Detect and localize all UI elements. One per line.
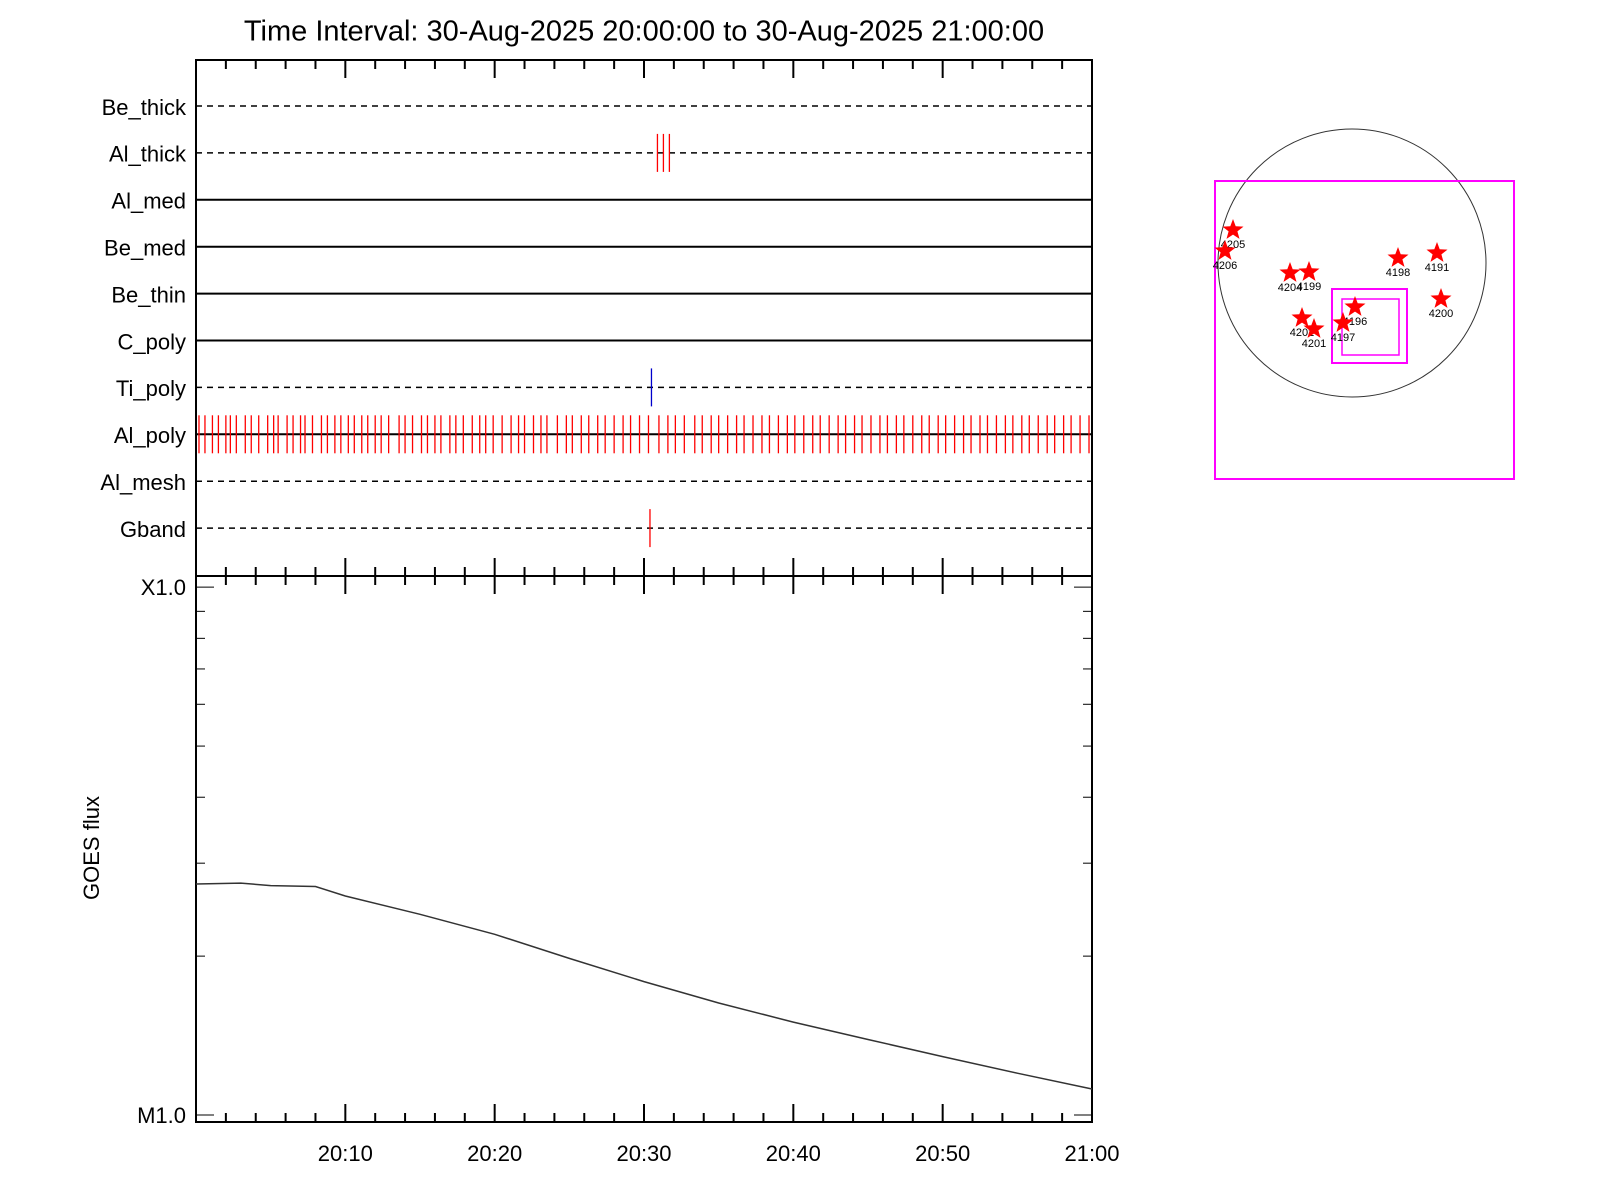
region-label: 4201 xyxy=(1302,338,1326,350)
region-star xyxy=(1303,318,1325,338)
region-star xyxy=(1426,242,1448,262)
region-label: 4204 xyxy=(1278,282,1302,294)
region-label: 4198 xyxy=(1386,267,1410,279)
region-star xyxy=(1214,240,1236,260)
sun-panel xyxy=(1214,128,1515,480)
x-tick-label: 20:20 xyxy=(467,1141,522,1166)
region-star xyxy=(1387,247,1409,267)
filter-label: Ti_poly xyxy=(116,376,186,401)
region-star xyxy=(1291,307,1313,327)
region-star xyxy=(1430,288,1452,308)
filter-label: Al_thick xyxy=(109,142,187,167)
fov-box xyxy=(1214,180,1515,480)
filter-label: Gband xyxy=(120,517,186,542)
fov-box xyxy=(1331,288,1408,364)
region-label: 4200 xyxy=(1429,308,1453,320)
region-star xyxy=(1298,261,1320,281)
filter-label: Be_thick xyxy=(102,95,187,120)
y-tick-label: X1.0 xyxy=(141,575,186,600)
goes-curve xyxy=(195,882,1093,1090)
region-star xyxy=(1344,296,1366,316)
region-label: 4196 xyxy=(1343,316,1367,328)
region-star xyxy=(1279,262,1301,282)
filter-label: C_poly xyxy=(118,329,186,354)
filter-label: Al_mesh xyxy=(100,470,186,495)
region-label: 4199 xyxy=(1297,281,1321,293)
region-label: 4191 xyxy=(1425,262,1449,274)
filter-label: Be_thin xyxy=(111,282,186,307)
x-tick-label: 21:00 xyxy=(1064,1141,1119,1166)
filter-label: Al_med xyxy=(111,189,186,214)
chart-title: Time Interval: 30-Aug-2025 20:00:00 to 3… xyxy=(244,16,1044,48)
solar-disk xyxy=(1217,128,1487,398)
filter-label: Be_med xyxy=(104,236,186,261)
region-label: 4197 xyxy=(1331,332,1355,344)
x-tick-label: 20:50 xyxy=(915,1141,970,1166)
x-tick-label: 20:30 xyxy=(616,1141,671,1166)
region-label: 4206 xyxy=(1213,260,1237,272)
y-axis-label: GOES flux xyxy=(79,796,104,900)
region-star xyxy=(1222,219,1244,239)
region-star xyxy=(1332,312,1354,332)
x-tick-label: 20:10 xyxy=(318,1141,373,1166)
filter-label: Al_poly xyxy=(114,423,186,448)
x-tick-label: 20:40 xyxy=(766,1141,821,1166)
y-tick-label: M1.0 xyxy=(137,1103,186,1128)
